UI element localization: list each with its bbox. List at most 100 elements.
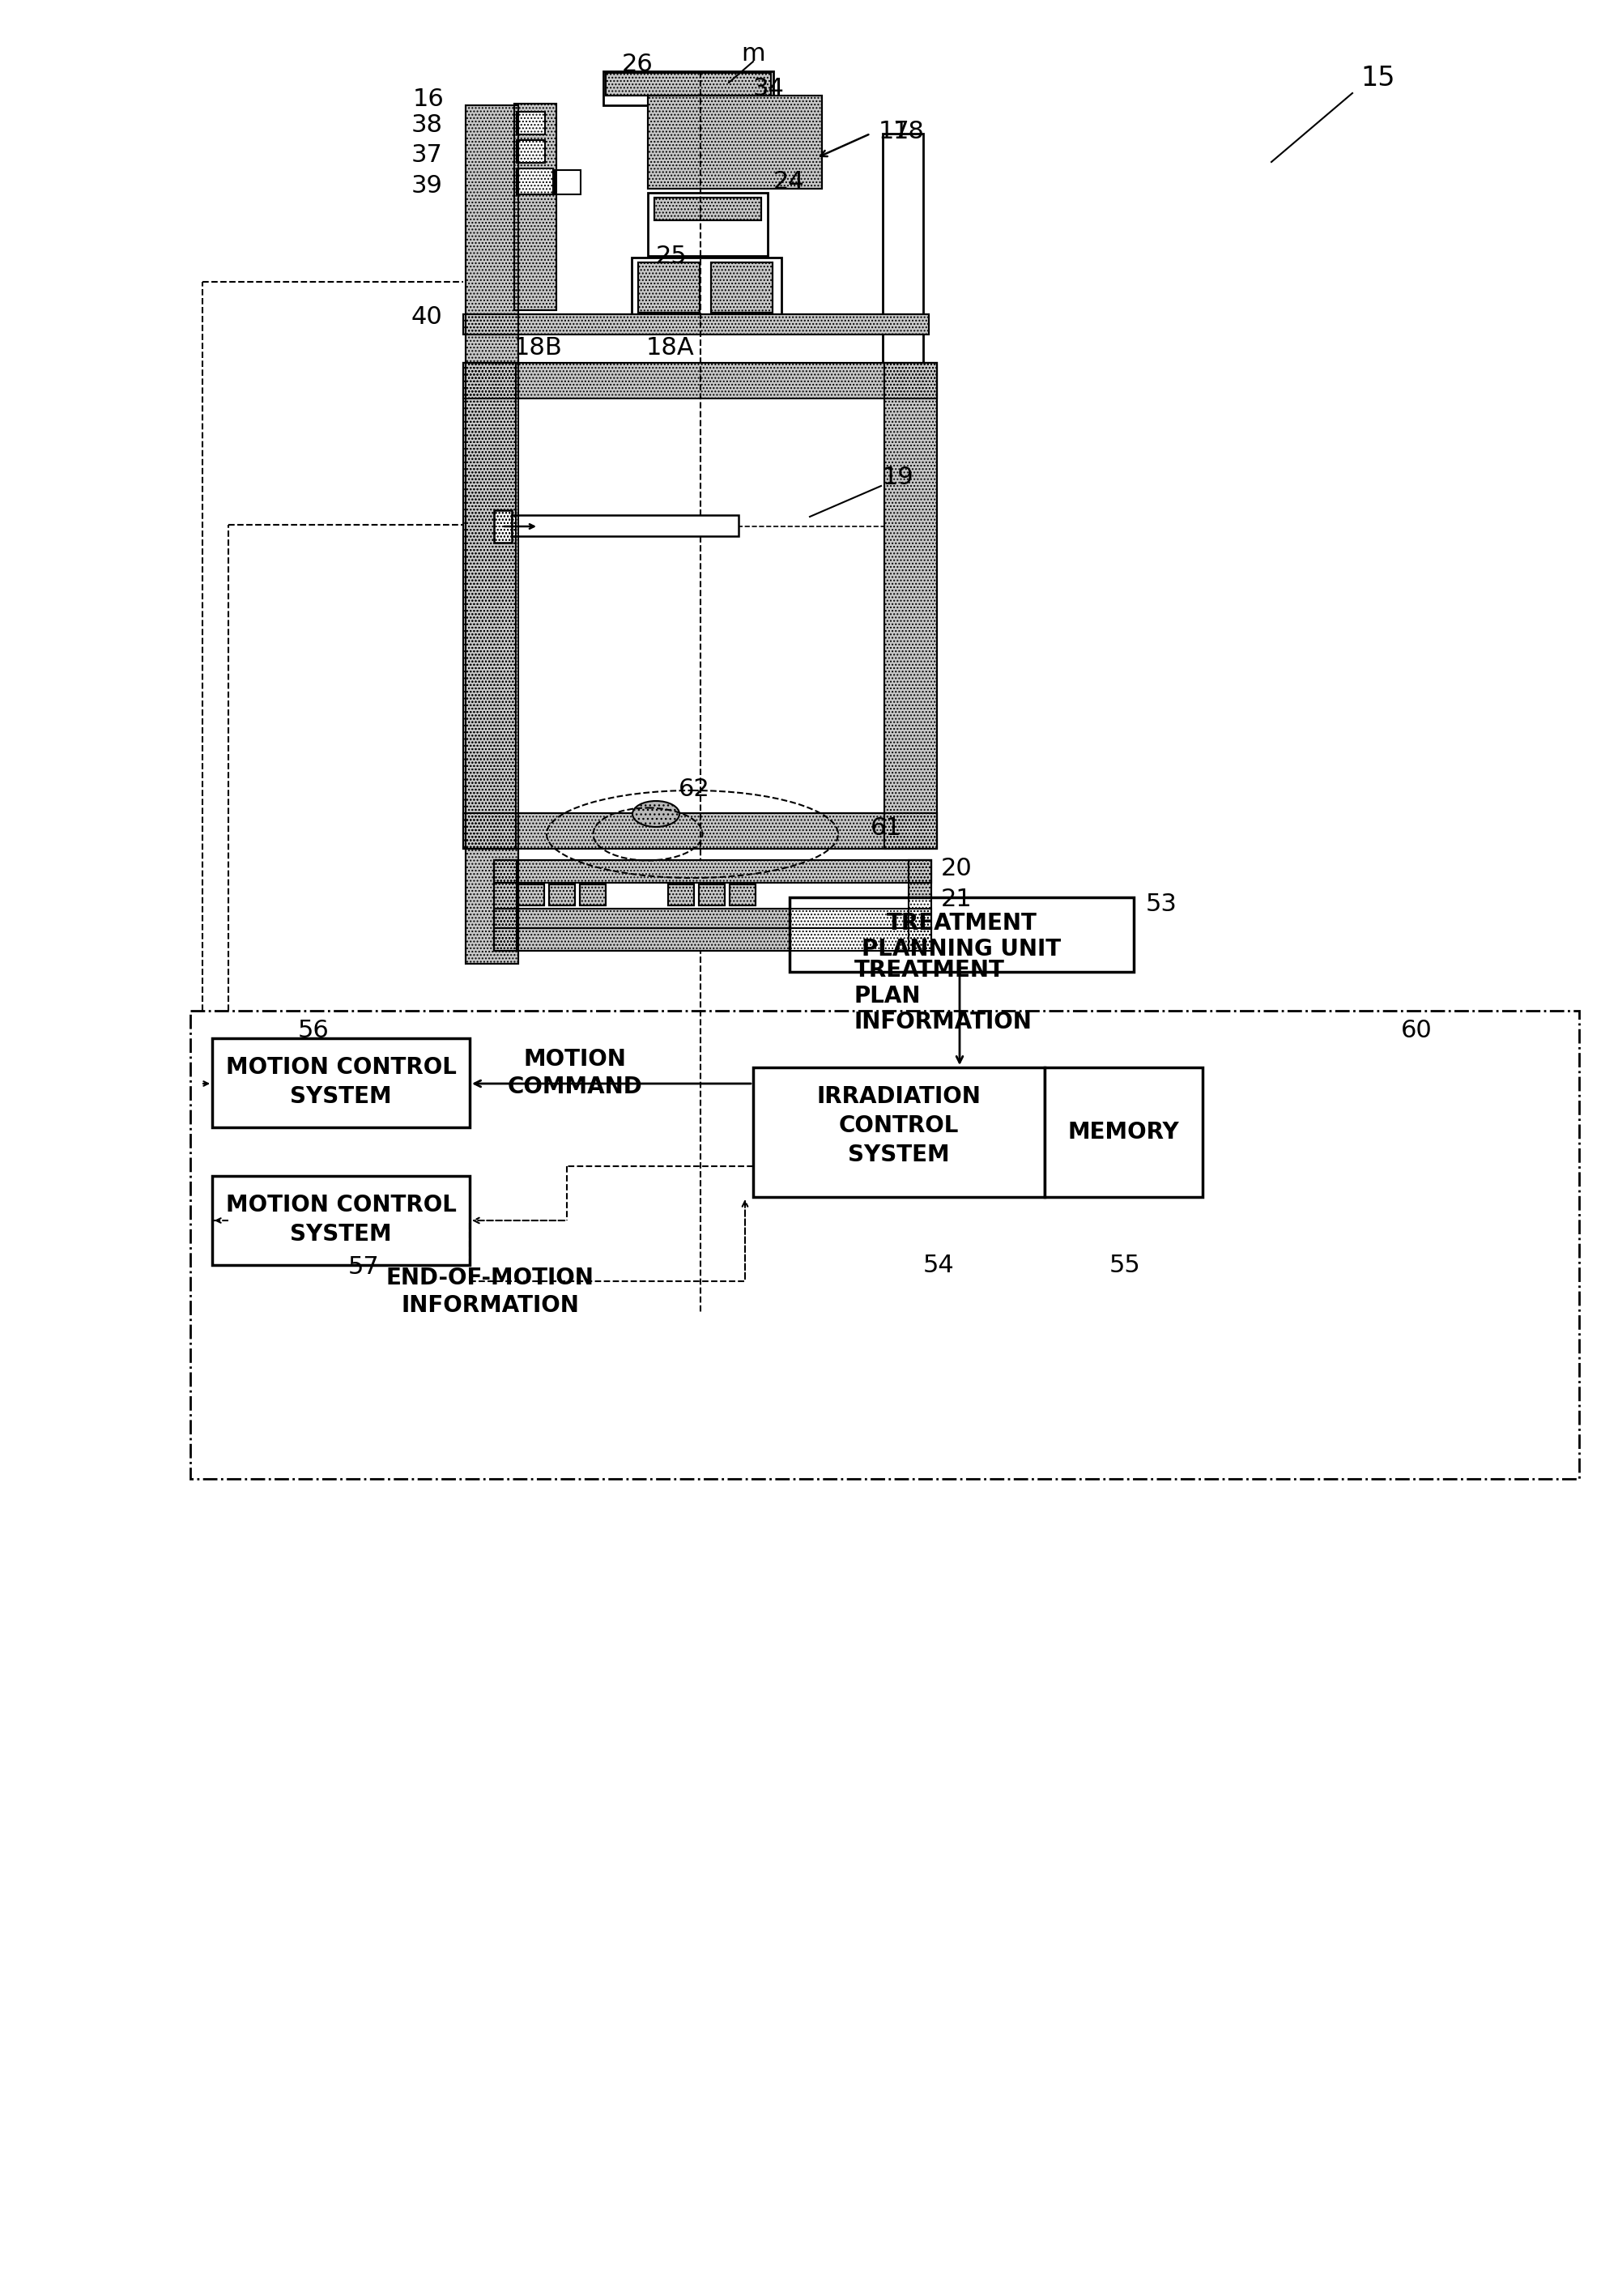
- Bar: [515, 103, 557, 310]
- Text: MOTION: MOTION: [523, 1047, 626, 1070]
- Bar: [212, 1176, 469, 1265]
- Text: 17: 17: [879, 119, 909, 142]
- Bar: [668, 884, 694, 905]
- Text: SYSTEM: SYSTEM: [290, 1086, 392, 1109]
- Bar: [883, 363, 937, 850]
- Bar: [908, 861, 930, 951]
- Text: 54: 54: [922, 1254, 955, 1277]
- Bar: [463, 315, 929, 335]
- Bar: [493, 928, 930, 951]
- Bar: [516, 113, 545, 135]
- Bar: [710, 262, 772, 312]
- Bar: [668, 884, 694, 905]
- Bar: [515, 103, 557, 310]
- Bar: [493, 861, 930, 882]
- Bar: [466, 106, 518, 964]
- Bar: [463, 363, 516, 850]
- Bar: [212, 1038, 469, 1127]
- Bar: [710, 262, 772, 312]
- Bar: [647, 96, 822, 188]
- Text: m: m: [741, 41, 765, 67]
- Bar: [579, 884, 605, 905]
- Text: CONTROL: CONTROL: [838, 1114, 958, 1137]
- Bar: [883, 363, 937, 850]
- Bar: [493, 861, 516, 951]
- Text: 25: 25: [655, 246, 688, 269]
- Bar: [882, 133, 922, 381]
- Bar: [493, 928, 930, 951]
- Text: 62: 62: [678, 778, 710, 801]
- Text: COMMAND: COMMAND: [506, 1075, 642, 1097]
- Bar: [516, 882, 908, 928]
- Bar: [637, 262, 699, 312]
- Bar: [555, 170, 581, 195]
- Bar: [730, 884, 756, 905]
- Bar: [463, 813, 937, 850]
- Text: IRRADIATION: IRRADIATION: [817, 1086, 981, 1109]
- Bar: [790, 898, 1133, 971]
- Text: INFORMATION: INFORMATION: [401, 1295, 579, 1318]
- Text: 40: 40: [411, 305, 443, 328]
- Bar: [463, 813, 937, 850]
- Bar: [604, 71, 773, 106]
- Text: MOTION CONTROL: MOTION CONTROL: [225, 1194, 456, 1217]
- Bar: [516, 168, 553, 195]
- Bar: [699, 884, 725, 905]
- Text: 24: 24: [773, 170, 804, 193]
- Bar: [493, 909, 930, 928]
- Bar: [493, 861, 930, 882]
- Ellipse shape: [633, 801, 680, 827]
- Text: 55: 55: [1108, 1254, 1141, 1277]
- Bar: [579, 884, 605, 905]
- Text: MEMORY: MEMORY: [1068, 1120, 1180, 1143]
- Text: 16: 16: [413, 87, 445, 110]
- Bar: [1044, 1068, 1202, 1196]
- Bar: [908, 861, 930, 951]
- Text: PLAN: PLAN: [854, 985, 921, 1008]
- Bar: [518, 884, 544, 905]
- Text: 61: 61: [870, 817, 901, 840]
- Text: INFORMATION: INFORMATION: [854, 1010, 1032, 1033]
- Text: 19: 19: [882, 466, 914, 489]
- Bar: [605, 73, 770, 96]
- Bar: [493, 861, 516, 951]
- Bar: [463, 363, 937, 400]
- Bar: [549, 884, 574, 905]
- Bar: [191, 1010, 1578, 1479]
- Bar: [752, 1068, 1044, 1196]
- Text: PLANNING UNIT: PLANNING UNIT: [861, 937, 1061, 960]
- Bar: [463, 363, 937, 400]
- Bar: [699, 884, 725, 905]
- Bar: [605, 73, 770, 96]
- Text: 56: 56: [298, 1019, 328, 1042]
- Text: 39: 39: [411, 174, 443, 197]
- Text: 38: 38: [411, 113, 443, 138]
- Text: 18B: 18B: [515, 335, 563, 360]
- Text: 21: 21: [940, 889, 972, 912]
- Bar: [518, 884, 544, 905]
- Text: 15: 15: [1359, 64, 1395, 92]
- Bar: [511, 514, 738, 537]
- Text: 60: 60: [1400, 1019, 1432, 1042]
- Text: 20: 20: [940, 856, 972, 879]
- Text: TREATMENT: TREATMENT: [854, 960, 1005, 983]
- Bar: [730, 884, 756, 905]
- Text: END-OF-MOTION: END-OF-MOTION: [385, 1267, 594, 1290]
- Text: MOTION CONTROL: MOTION CONTROL: [225, 1056, 456, 1079]
- Bar: [466, 106, 518, 964]
- Bar: [463, 315, 929, 335]
- Text: 57: 57: [348, 1256, 379, 1279]
- Bar: [549, 884, 574, 905]
- Bar: [647, 193, 767, 255]
- Text: TREATMENT: TREATMENT: [887, 912, 1037, 934]
- Text: 53: 53: [1146, 893, 1176, 916]
- Bar: [516, 400, 883, 813]
- Bar: [463, 363, 516, 850]
- Text: 26: 26: [621, 53, 654, 76]
- Bar: [493, 909, 930, 928]
- Text: 37: 37: [411, 142, 443, 168]
- Bar: [654, 197, 760, 220]
- Text: 18A: 18A: [646, 335, 694, 360]
- Bar: [654, 197, 760, 220]
- Text: SYSTEM: SYSTEM: [290, 1224, 392, 1247]
